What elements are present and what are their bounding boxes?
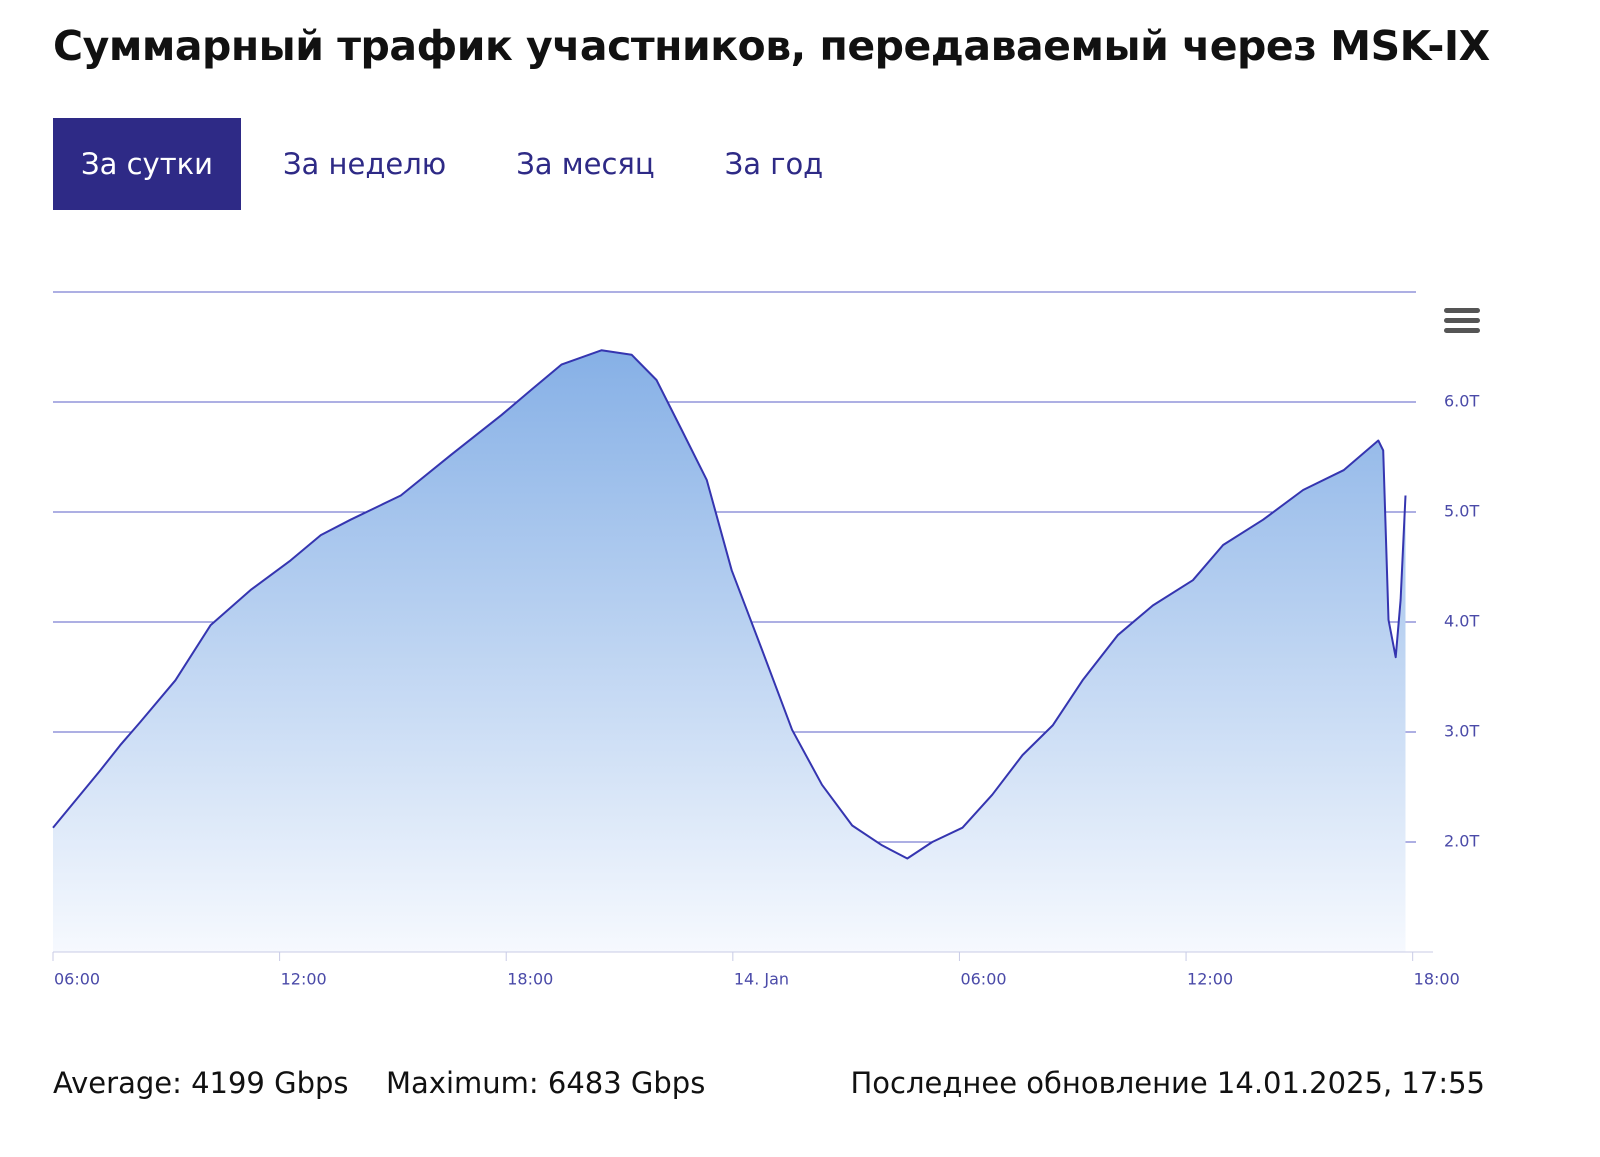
page-title: Суммарный трафик участников, передаваемы… bbox=[53, 22, 1490, 70]
chart: 2.0T 3.0T 4.0T 5.0T 6.0T 06:00 12:00 18:00 14. J… bbox=[52, 291, 1480, 989]
maximum-stat: Maximum: 6483 Gbps bbox=[386, 1066, 706, 1100]
y-tick-label: 4.0T bbox=[1444, 612, 1479, 631]
last-update: Последнее обновление 14.01.2025, 17:55 bbox=[850, 1066, 1485, 1100]
x-tick-label: 06:00 bbox=[54, 970, 100, 989]
x-tick-label: 06:00 bbox=[960, 970, 1006, 989]
tab[interactable]: За месяц bbox=[516, 147, 655, 181]
menu-button[interactable] bbox=[1444, 308, 1480, 333]
y-tick-label: 2.0T bbox=[1444, 832, 1479, 851]
tab[interactable]: За год bbox=[724, 147, 824, 181]
tab-bar: За сутки За неделю За месяц За год bbox=[53, 118, 865, 210]
y-tick-label: 6.0T bbox=[1444, 392, 1479, 411]
y-tick-label: 5.0T bbox=[1444, 502, 1479, 521]
tab[interactable]: За сутки bbox=[53, 118, 241, 210]
average-stat: Average: 4199 Gbps bbox=[53, 1066, 349, 1100]
x-tick-label: 12:00 bbox=[1187, 970, 1233, 989]
x-tick-label: 18:00 bbox=[1414, 970, 1460, 989]
tab[interactable]: За неделю bbox=[282, 147, 447, 181]
area-fill bbox=[53, 350, 1406, 952]
y-tick-label: 3.0T bbox=[1444, 722, 1479, 741]
line bbox=[52, 349, 1407, 860]
x-tick-label: 12:00 bbox=[281, 970, 327, 989]
x-tick-label: 14. Jan bbox=[734, 970, 789, 989]
x-tick-label: 18:00 bbox=[507, 970, 553, 989]
